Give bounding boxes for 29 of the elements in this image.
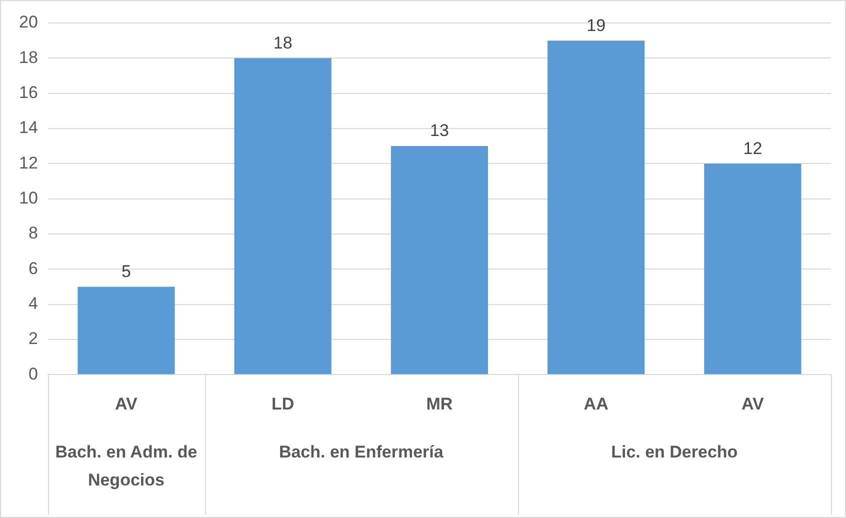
text: Bach. en Adm. de Negocios [55,442,198,490]
data-label: 18 [273,33,292,52]
y-tick-label: 0 [28,364,38,384]
y-tick-label: 6 [28,258,38,278]
x-tick-label: AV [115,394,138,414]
y-tick-label: 4 [28,294,38,313]
y-tick-label: 20 [18,12,38,32]
text: Lic. en Derecho [611,442,738,462]
x-tick-label: AA [584,394,608,414]
x-tick-label: MR [426,394,453,414]
y-tick-label: 10 [18,188,38,208]
x-tick-label: LD [272,394,294,414]
text: Bach. en Enfermería [278,442,444,462]
y-tick-label: 8 [28,224,38,243]
bar [704,164,802,374]
data-label: 12 [743,138,762,158]
data-label: 19 [586,16,606,35]
bar [548,40,645,374]
bar [78,286,175,374]
data-label: 13 [430,121,449,140]
y-tick-label: 18 [18,48,38,67]
y-tick-label: 2 [28,329,38,348]
y-tick-label: 16 [18,83,38,102]
x-tick-label: AV [742,394,765,414]
y-tick-label: 12 [18,153,38,172]
bar [390,146,488,374]
bar [234,58,332,374]
y-tick-label: 14 [18,118,38,138]
data-label: 5 [121,262,131,281]
